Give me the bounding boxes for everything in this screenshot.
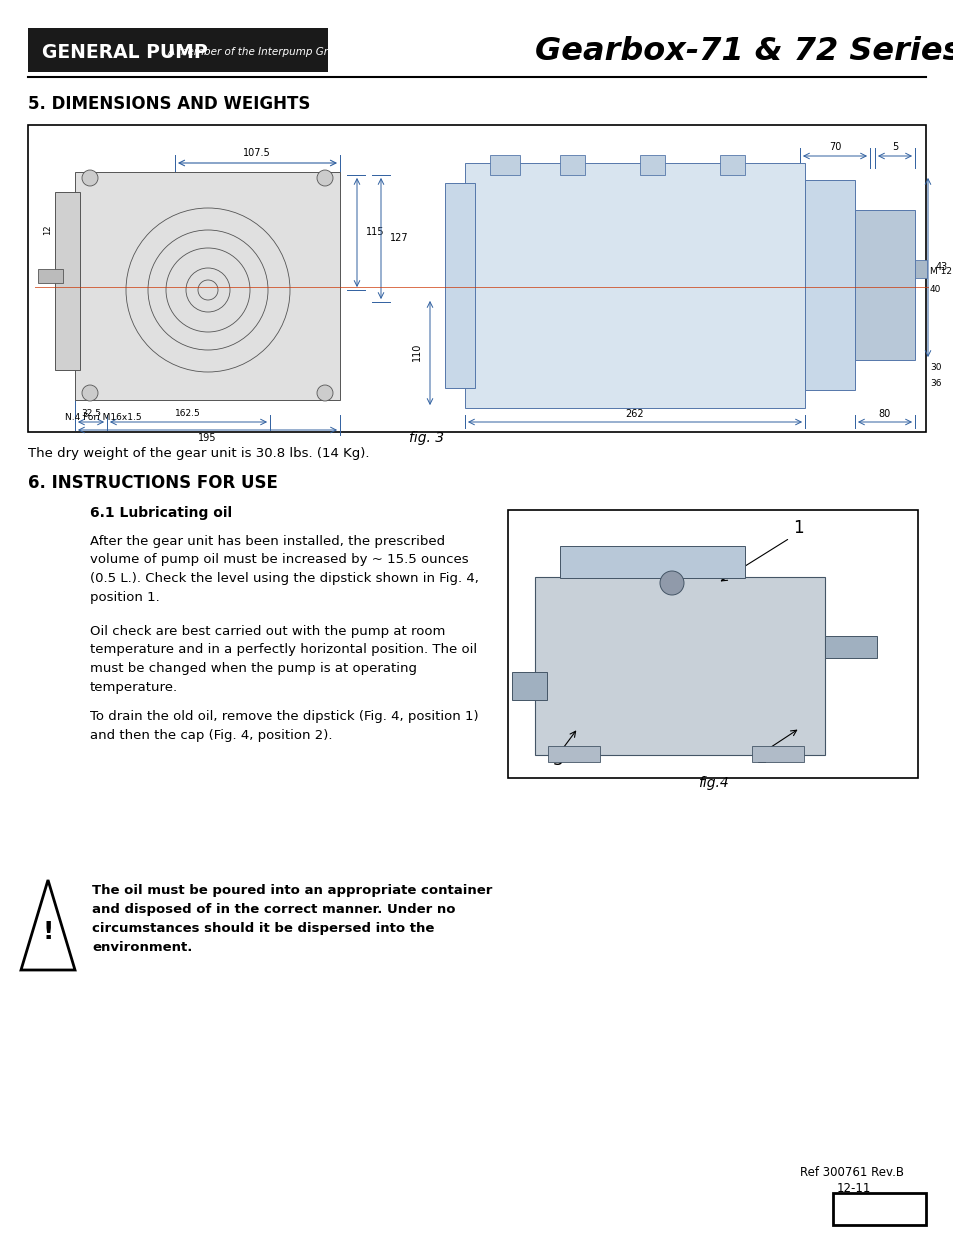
Text: 40: 40 bbox=[929, 285, 941, 294]
Bar bbox=[512, 672, 546, 700]
Text: 162.5: 162.5 bbox=[175, 410, 201, 419]
Bar bbox=[720, 156, 744, 175]
Text: 127: 127 bbox=[390, 233, 408, 243]
Circle shape bbox=[82, 385, 98, 401]
Bar bbox=[824, 636, 876, 658]
Bar bbox=[854, 210, 914, 359]
Text: N.4 Fori M16x1.5: N.4 Fori M16x1.5 bbox=[65, 414, 141, 422]
Text: 30: 30 bbox=[929, 363, 941, 373]
Text: !: ! bbox=[42, 920, 53, 944]
Text: M 12: M 12 bbox=[929, 268, 951, 277]
Text: 6.1 Lubricating oil: 6.1 Lubricating oil bbox=[90, 506, 232, 520]
Text: 110: 110 bbox=[412, 343, 421, 361]
Text: 80: 80 bbox=[878, 409, 890, 419]
Bar bbox=[507, 510, 917, 778]
Text: The dry weight of the gear unit is 30.8 lbs. (14 Kg).: The dry weight of the gear unit is 30.8 … bbox=[28, 447, 369, 461]
Text: Page 5: Page 5 bbox=[851, 1203, 905, 1219]
Text: 70: 70 bbox=[828, 142, 841, 152]
Text: 43: 43 bbox=[935, 262, 947, 272]
Text: 32.5: 32.5 bbox=[81, 410, 101, 419]
Bar bbox=[75, 172, 339, 400]
Bar bbox=[547, 746, 599, 762]
Text: 5. DIMENSIONS AND WEIGHTS: 5. DIMENSIONS AND WEIGHTS bbox=[28, 95, 310, 112]
Text: Oil check are best carried out with the pump at room
temperature and in a perfec: Oil check are best carried out with the … bbox=[90, 625, 476, 694]
Text: The oil must be poured into an appropriate container
and disposed of in the corr: The oil must be poured into an appropria… bbox=[91, 884, 492, 953]
Text: 12-11: 12-11 bbox=[836, 1182, 870, 1195]
Bar bbox=[28, 28, 328, 72]
Text: GENERAL PUMP: GENERAL PUMP bbox=[42, 42, 208, 62]
Text: 3: 3 bbox=[552, 751, 562, 769]
Text: fig. 3: fig. 3 bbox=[409, 431, 444, 445]
Bar bbox=[464, 163, 804, 408]
Text: 262: 262 bbox=[625, 409, 643, 419]
Text: 2: 2 bbox=[756, 748, 766, 767]
Bar bbox=[751, 746, 803, 762]
Text: After the gear unit has been installed, the prescribed
volume of pump oil must b: After the gear unit has been installed, … bbox=[90, 535, 478, 604]
Text: 1: 1 bbox=[792, 519, 802, 537]
Text: 12: 12 bbox=[44, 225, 52, 235]
Bar bbox=[559, 546, 744, 578]
Bar bbox=[559, 156, 584, 175]
Text: fig.4: fig.4 bbox=[697, 776, 727, 790]
Bar bbox=[535, 577, 824, 755]
Circle shape bbox=[659, 571, 683, 595]
Bar bbox=[28, 125, 925, 432]
Bar bbox=[444, 183, 475, 388]
Bar bbox=[832, 1193, 925, 1225]
Circle shape bbox=[316, 170, 333, 186]
Circle shape bbox=[82, 170, 98, 186]
Text: 36: 36 bbox=[929, 378, 941, 388]
Text: 115: 115 bbox=[366, 227, 384, 237]
Text: 6. INSTRUCTIONS FOR USE: 6. INSTRUCTIONS FOR USE bbox=[28, 474, 277, 492]
Text: 5: 5 bbox=[891, 142, 897, 152]
Text: 107.5: 107.5 bbox=[243, 148, 271, 158]
Bar bbox=[804, 180, 854, 390]
Bar bbox=[55, 191, 80, 370]
Text: A member of the Interpump Group: A member of the Interpump Group bbox=[168, 47, 348, 57]
Bar bbox=[639, 156, 664, 175]
Text: 195: 195 bbox=[197, 433, 216, 443]
Circle shape bbox=[316, 385, 333, 401]
Text: Ref 300761 Rev.B: Ref 300761 Rev.B bbox=[800, 1166, 903, 1178]
Text: Gearbox-71 & 72 Series: Gearbox-71 & 72 Series bbox=[535, 37, 953, 68]
Bar bbox=[490, 156, 519, 175]
Bar bbox=[914, 261, 926, 278]
Text: To drain the old oil, remove the dipstick (Fig. 4, position 1)
and then the cap : To drain the old oil, remove the dipstic… bbox=[90, 710, 478, 741]
Bar bbox=[38, 269, 63, 283]
